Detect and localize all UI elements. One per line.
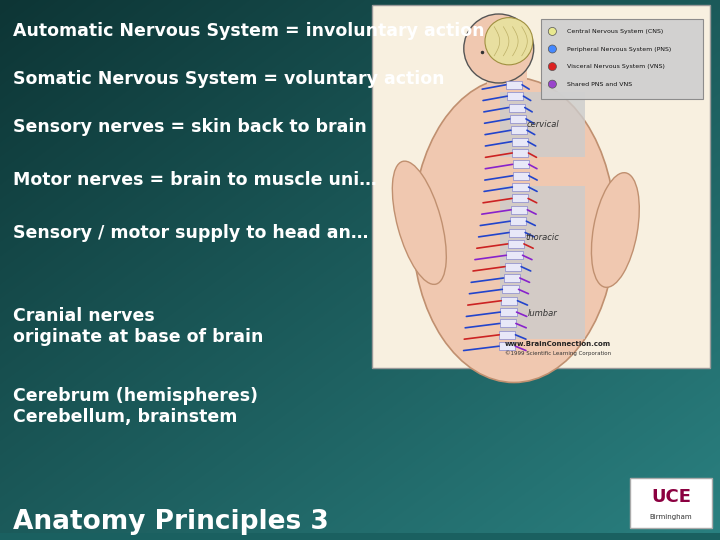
Text: Automatic Nervous System = involuntary action: Automatic Nervous System = involuntary a… <box>13 22 485 40</box>
Bar <box>510 115 526 123</box>
Bar <box>372 5 710 368</box>
Text: Cranial nerves
originate at base of brain: Cranial nerves originate at base of brai… <box>13 307 264 346</box>
Bar <box>506 251 523 259</box>
Bar <box>510 126 527 134</box>
Text: Central Nervous System (CNS): Central Nervous System (CNS) <box>567 29 663 34</box>
Text: lumbar: lumbar <box>528 309 557 318</box>
Bar <box>503 285 518 293</box>
Bar <box>500 186 585 288</box>
Bar <box>500 308 516 316</box>
Bar <box>500 288 585 339</box>
Bar <box>511 206 527 214</box>
Text: Visceral Nervous System (VNS): Visceral Nervous System (VNS) <box>567 64 665 69</box>
Bar <box>501 297 518 305</box>
Bar <box>499 342 516 350</box>
Text: Sensory nerves = skin back to brain: Sensory nerves = skin back to brain <box>13 118 366 136</box>
Circle shape <box>549 45 557 53</box>
Circle shape <box>464 14 534 83</box>
Bar <box>503 274 520 282</box>
Text: UCE: UCE <box>651 488 691 506</box>
Text: ©1999 Scientific Learning Corporation: ©1999 Scientific Learning Corporation <box>505 350 611 356</box>
Bar <box>512 149 528 157</box>
Text: Somatic Nervous System = voluntary action: Somatic Nervous System = voluntary actio… <box>13 70 444 88</box>
Text: Sensory / motor supply to head an…: Sensory / motor supply to head an… <box>13 225 369 242</box>
Circle shape <box>549 63 557 71</box>
Bar <box>499 331 516 339</box>
Circle shape <box>549 28 557 36</box>
Text: Cerebrum (hemispheres)
Cerebellum, brainstem: Cerebrum (hemispheres) Cerebellum, brain… <box>13 387 258 426</box>
Bar <box>510 217 526 225</box>
Bar <box>500 320 516 327</box>
Bar <box>509 228 525 237</box>
Bar <box>508 240 524 248</box>
Text: Motor nerves = brain to muscle uni…: Motor nerves = brain to muscle uni… <box>13 171 377 189</box>
Bar <box>508 104 525 112</box>
Text: Shared PNS and VNS: Shared PNS and VNS <box>567 82 632 86</box>
Text: www.BrainConnection.com: www.BrainConnection.com <box>505 341 611 347</box>
Text: Anatomy Principles 3: Anatomy Principles 3 <box>13 509 329 535</box>
Text: Peripheral Nervous System (PNS): Peripheral Nervous System (PNS) <box>567 46 671 51</box>
Bar <box>506 81 522 89</box>
Circle shape <box>549 80 557 88</box>
Bar <box>513 183 528 191</box>
Text: Birmingham: Birmingham <box>649 514 693 520</box>
Bar <box>505 262 521 271</box>
Bar <box>512 138 528 146</box>
Bar <box>507 92 523 100</box>
Text: thoracic: thoracic <box>526 233 559 242</box>
Ellipse shape <box>392 161 446 285</box>
Text: cervical: cervical <box>526 120 559 129</box>
Bar <box>487 70 528 114</box>
Bar <box>630 478 712 528</box>
Bar <box>500 92 585 157</box>
Bar <box>512 194 528 202</box>
Ellipse shape <box>413 78 616 382</box>
Ellipse shape <box>591 173 639 287</box>
Bar <box>541 19 703 99</box>
Bar <box>513 160 528 168</box>
Bar <box>513 172 528 180</box>
Circle shape <box>485 18 533 65</box>
